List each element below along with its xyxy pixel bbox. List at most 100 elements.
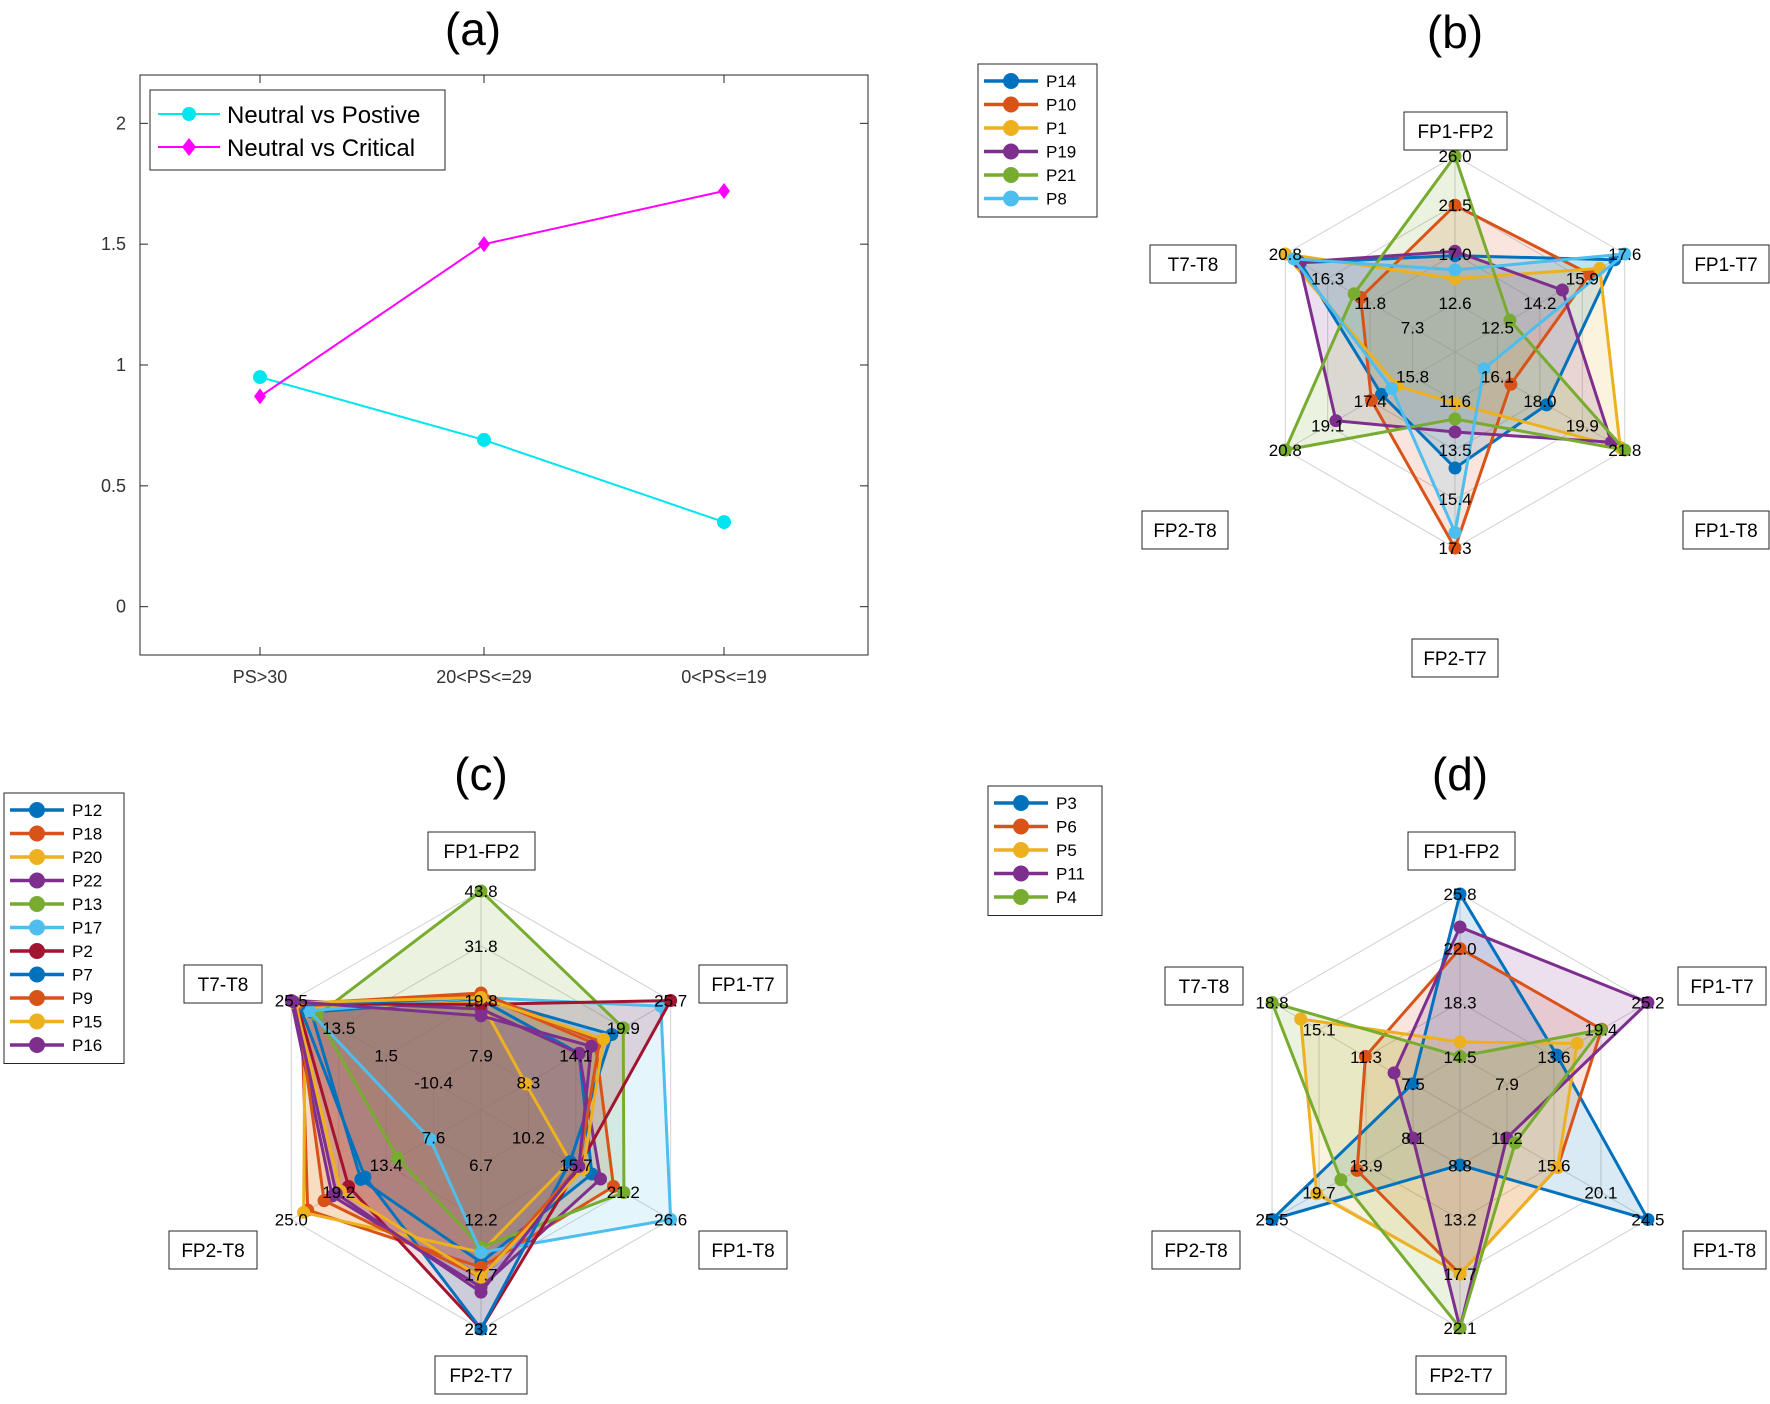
data-point — [594, 1172, 608, 1186]
ring-tick-label: 13.2 — [1443, 1211, 1476, 1230]
legend-label: P22 — [72, 872, 102, 891]
axis-label-box — [1141, 510, 1229, 550]
legend-marker — [29, 802, 45, 818]
ring-tick-label: 17.6 — [1608, 245, 1641, 264]
data-point — [1329, 414, 1343, 428]
series-fill-p12 — [311, 999, 592, 1263]
legend: P3 P6 P5 P11 P4 — [987, 785, 1103, 916]
ring-tick-label: 21.2 — [607, 1183, 640, 1202]
data-point-circle — [253, 370, 267, 385]
data-point — [1453, 920, 1467, 934]
ring-tick-label: 16.1 — [1481, 368, 1514, 387]
data-point — [1448, 149, 1462, 163]
axis-label-box — [183, 964, 263, 1004]
legend-label: P10 — [1046, 96, 1076, 115]
axis-label-box — [1403, 111, 1508, 151]
legend-marker-circle — [182, 107, 196, 121]
ring-tick-label: 17.3 — [1438, 539, 1471, 558]
series-fill-p1 — [1285, 254, 1621, 448]
axis-label: FP2-T8 — [1153, 521, 1216, 542]
data-point — [616, 1021, 630, 1035]
axis-label: T7-T8 — [1168, 255, 1219, 276]
legend-marker — [29, 872, 45, 889]
axis-label: FP2-T7 — [1423, 649, 1486, 670]
series-fill-p11 — [1394, 927, 1648, 1328]
legend-marker — [1003, 73, 1019, 89]
series-fill-p5 — [1300, 1019, 1578, 1275]
axis-label-box — [168, 1230, 258, 1270]
axis-label: FP2-T7 — [1429, 1366, 1492, 1387]
ring-tick-label: 15.1 — [1303, 1021, 1336, 1040]
ring-tick-label: 12.5 — [1481, 319, 1514, 338]
legend-label: Neutral vs Postive — [227, 102, 420, 129]
data-point — [1347, 287, 1361, 301]
data-point — [329, 1187, 343, 1201]
data-point — [423, 1132, 437, 1146]
ring-tick-label: 25.5 — [1256, 1211, 1289, 1230]
data-point — [1387, 1066, 1401, 1080]
data-point — [1504, 377, 1518, 391]
legend-marker — [29, 966, 45, 983]
grid-spoke — [1285, 253, 1456, 353]
data-point — [1448, 412, 1462, 426]
axis-label: FP1-T7 — [711, 975, 774, 996]
ring-tick-label: 13.4 — [370, 1156, 403, 1175]
legend-label: P21 — [1046, 166, 1076, 185]
legend-marker — [29, 919, 45, 936]
legend-label: P13 — [72, 895, 102, 914]
legend-marker — [29, 943, 45, 959]
ring-tick-label: 1.5 — [374, 1046, 398, 1065]
axis-label-box — [1411, 638, 1499, 678]
legend-box-a — [149, 89, 446, 171]
ring-tick-label: 43.8 — [464, 882, 497, 901]
panel-d: (d) 14.5 18.3 22.0 25.8 7.9 13.6 19.4 25.2 11.2 15… — [987, 748, 1767, 1395]
ring-tick-label: 26.0 — [1438, 147, 1471, 166]
data-point — [1540, 398, 1554, 412]
data-point — [1448, 541, 1462, 555]
data-point — [572, 1046, 586, 1060]
plot-area-a — [139, 74, 869, 656]
panel-title: (b) — [1427, 6, 1483, 58]
data-point — [1641, 996, 1655, 1009]
data-point-diamond — [254, 388, 266, 405]
legend-label: P8 — [1046, 190, 1067, 209]
legend-label: P4 — [1056, 888, 1077, 907]
axis-label-box — [1151, 1230, 1241, 1270]
axis-label: T7-T8 — [198, 975, 249, 996]
data-point — [1551, 1160, 1565, 1174]
data-point — [584, 1039, 598, 1053]
data-point-circle — [477, 432, 491, 447]
data-point — [474, 1260, 488, 1274]
ring-tick-label: 12.6 — [1438, 294, 1471, 313]
ring-tick-label: 13.5 — [1438, 441, 1471, 460]
legend-marker — [1003, 96, 1019, 113]
legend-label: P11 — [1056, 865, 1085, 884]
ring-tick-label: 13.5 — [322, 1019, 355, 1038]
ring-tick-label: 16.3 — [1311, 270, 1344, 289]
legend-marker — [29, 849, 45, 865]
data-point-diamond — [718, 183, 730, 199]
ring-tick-label: 14.5 — [1443, 1048, 1476, 1067]
data-point — [474, 1285, 488, 1299]
data-point — [317, 1194, 331, 1208]
data-point — [1334, 1173, 1348, 1187]
x-tick-label: PS>30 — [233, 667, 288, 687]
ring-tick-label: 26.6 — [654, 1211, 687, 1230]
legend-marker — [29, 1013, 45, 1030]
data-point — [607, 1180, 621, 1193]
data-point — [1448, 397, 1462, 411]
legend-label: P19 — [1046, 143, 1076, 162]
data-point — [519, 1077, 533, 1091]
ring-tick-label: 11.2 — [1491, 1129, 1523, 1148]
legend-label: P15 — [72, 1013, 102, 1032]
series-fill-p18 — [301, 995, 614, 1268]
legend-label: P14 — [1046, 72, 1076, 91]
data-point — [1287, 252, 1301, 266]
legend-label: P1 — [1046, 119, 1067, 138]
legend-box — [977, 63, 1098, 218]
data-point — [1641, 1213, 1655, 1226]
axis-label-box — [434, 1355, 528, 1395]
ring-tick-label: 19.8 — [464, 992, 497, 1011]
data-point — [1453, 1158, 1467, 1172]
